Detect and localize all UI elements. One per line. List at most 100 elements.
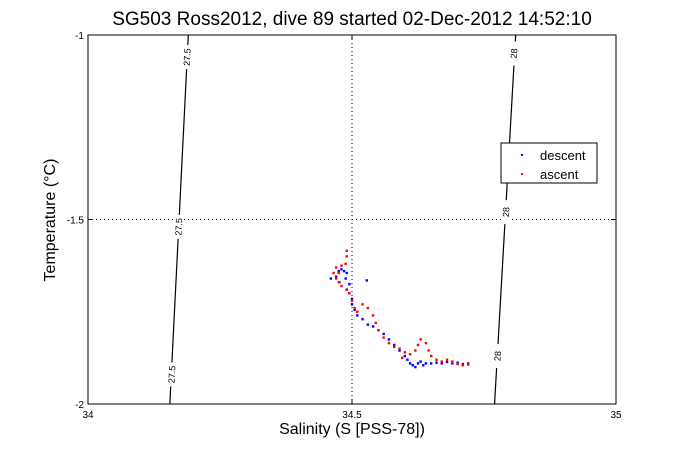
ascent-point — [334, 277, 338, 280]
y-tick-label: -2 — [75, 400, 84, 411]
ascent-point — [361, 303, 364, 306]
contour-label-bg — [492, 343, 504, 369]
ascent-point — [337, 281, 340, 284]
ascent-point — [350, 299, 354, 302]
ascent-point — [408, 352, 412, 356]
descent-point — [445, 360, 449, 364]
ascent-point — [416, 343, 420, 347]
descent-point — [342, 269, 346, 273]
x-axis-label: Salinity (S [PSS-78]) — [279, 421, 425, 438]
ascent-point — [435, 358, 438, 361]
ascent-point — [398, 347, 401, 350]
ascent-point — [424, 341, 428, 345]
descent-point — [414, 365, 417, 369]
ascent-point — [340, 264, 343, 267]
legend-marker-ascent — [521, 173, 523, 175]
ascent-point — [374, 321, 377, 325]
ascent-point — [440, 360, 443, 363]
ascent-point — [348, 292, 351, 295]
ascent-point — [345, 249, 348, 253]
descent-point — [356, 314, 359, 317]
contour-label-bg — [500, 199, 512, 225]
descent-point — [348, 282, 351, 286]
descent-point — [430, 362, 433, 365]
ascent-point — [382, 336, 385, 339]
ascent-point — [456, 362, 459, 366]
contour-label-bg — [166, 362, 178, 387]
ascent-point — [371, 314, 375, 317]
descent-point — [371, 325, 375, 328]
contour-label: 28 — [509, 48, 520, 59]
descent-point — [456, 361, 459, 364]
ascent-point — [344, 262, 347, 265]
legend-label-descent: descent — [540, 148, 586, 163]
descent-point — [340, 268, 343, 271]
descent-point — [337, 269, 340, 273]
descent-point — [350, 297, 354, 301]
descent-point — [411, 364, 414, 367]
ascent-point — [366, 306, 370, 310]
contour-label-bg — [508, 41, 520, 66]
ascent-point — [387, 341, 391, 345]
x-tick-label: 34 — [82, 410, 94, 421]
legend-marker-descent — [521, 154, 523, 156]
ascent-point — [451, 360, 454, 363]
contour-label: 27.5 — [173, 218, 184, 236]
descent-point — [366, 323, 370, 326]
descent-point — [344, 277, 347, 280]
ascent-point — [332, 271, 335, 275]
axis-ticks: 34 34.5 35 -2 -1.5 -1 — [67, 31, 622, 421]
y-axis-label: Temperature (°C) — [42, 159, 59, 282]
legend-box — [500, 142, 598, 184]
descent-point — [406, 358, 409, 361]
ascent-point — [414, 349, 417, 352]
ascent-point — [427, 349, 430, 352]
legend-label-ascent: ascent — [540, 167, 579, 182]
descent-point — [422, 364, 425, 367]
descent-point — [329, 277, 333, 280]
legend: descent ascent — [500, 142, 598, 184]
contour-label: 27.5 — [182, 48, 193, 66]
ascent-point — [393, 345, 396, 349]
series-ascent — [332, 249, 470, 367]
descent-point — [382, 332, 385, 336]
ascent-point — [356, 310, 359, 313]
descent-point — [345, 271, 348, 275]
descent-point — [387, 338, 391, 341]
ascent-point — [345, 255, 348, 258]
contour-label: 28 — [501, 207, 512, 218]
ascent-point — [353, 306, 356, 310]
chart-title: SG503 Ross2012, dive 89 started 02-Dec-2… — [112, 9, 592, 30]
descent-point — [365, 279, 368, 282]
ascent-point — [337, 271, 340, 275]
descent-point — [353, 308, 356, 312]
ascent-point — [445, 358, 449, 361]
ascent-point — [466, 363, 470, 366]
contour-label: 27.5 — [167, 365, 178, 383]
descent-point — [393, 343, 396, 347]
descent-point — [408, 362, 412, 365]
x-tick-label: 34.5 — [342, 410, 362, 421]
y-tick-label: -1 — [75, 31, 84, 42]
ascent-point — [334, 266, 338, 269]
descent-point — [424, 362, 428, 365]
contour-label-bg — [181, 44, 193, 70]
data-series — [329, 249, 470, 369]
ascent-point — [345, 288, 348, 291]
x-tick-label: 35 — [610, 410, 622, 421]
descent-point — [435, 361, 438, 364]
descent-point — [403, 354, 406, 358]
descent-point — [419, 360, 422, 363]
y-tick-label: -1.5 — [67, 216, 85, 227]
ascent-point — [419, 338, 422, 341]
descent-point — [350, 303, 354, 306]
ascent-point — [340, 284, 343, 288]
contour-label-bg — [173, 214, 185, 240]
ascent-point — [461, 364, 465, 367]
descent-point — [398, 349, 401, 352]
ascent-point — [400, 356, 404, 360]
density-contours: 27.5 27.5 27.5 28 28 28 — [166, 34, 520, 405]
ascent-point — [377, 329, 380, 332]
